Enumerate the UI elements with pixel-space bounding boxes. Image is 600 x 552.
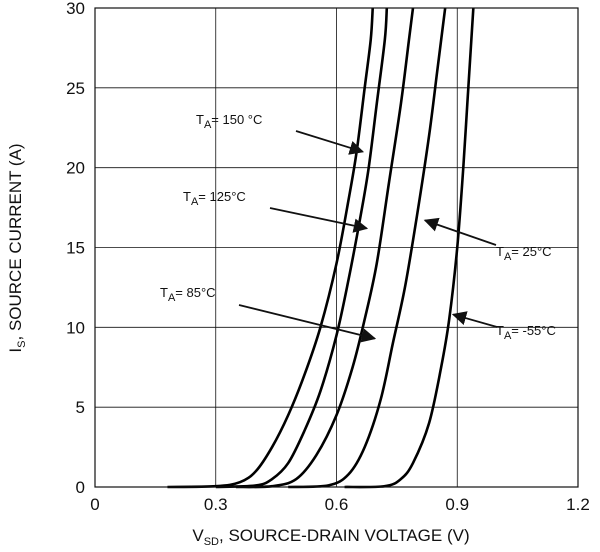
curves — [167, 7, 475, 489]
annotation-label: TA= 150 °C — [196, 112, 262, 131]
y-tick-label: 15 — [66, 239, 85, 258]
x-tick-label: 0.3 — [204, 495, 228, 514]
annotation-label: TA= 25°C — [496, 244, 552, 263]
y-tick-label: 20 — [66, 159, 85, 178]
annotation-label: TA= 85°C — [160, 285, 216, 304]
plot-frame — [94, 7, 579, 488]
x-tick-label: 0.6 — [325, 495, 349, 514]
y-tick-label: 0 — [76, 478, 85, 497]
annotation-arrow — [269, 207, 369, 233]
annotations: TA= 150 °C TA= 125°C TA= 85°C TA= 25°C TA= -… — [160, 112, 556, 343]
series-line-1 — [215, 7, 389, 489]
y-tick-label: 25 — [66, 79, 85, 98]
annotation-arrow — [295, 130, 365, 155]
annotation-label: TA= -55°C — [496, 323, 556, 342]
x-tick-label: 1.2 — [566, 495, 590, 514]
x-axis-title: VSD, SOURCE-DRAIN VOLTAGE (V) — [192, 526, 469, 548]
annotation-arrow — [238, 304, 377, 343]
y-tick-label: 30 — [66, 0, 85, 18]
series-line-0 — [167, 7, 375, 489]
annotation-arrow — [423, 217, 497, 246]
y-tick-label: 5 — [76, 398, 85, 417]
series-line-3 — [288, 7, 447, 489]
series-line-4 — [344, 7, 475, 489]
x-tick-label: 0 — [90, 495, 99, 514]
ticks: 0 0.3 0.6 0.9 1.2 0 5 10 15 20 25 30 — [66, 0, 590, 514]
annotation-label: TA= 125°C — [183, 189, 246, 208]
x-tick-label: 0.9 — [445, 495, 469, 514]
y-axis-title: IS, SOURCE CURRENT (A) — [6, 143, 28, 352]
annotation-arrow — [451, 311, 498, 328]
y-tick-label: 10 — [66, 318, 85, 337]
